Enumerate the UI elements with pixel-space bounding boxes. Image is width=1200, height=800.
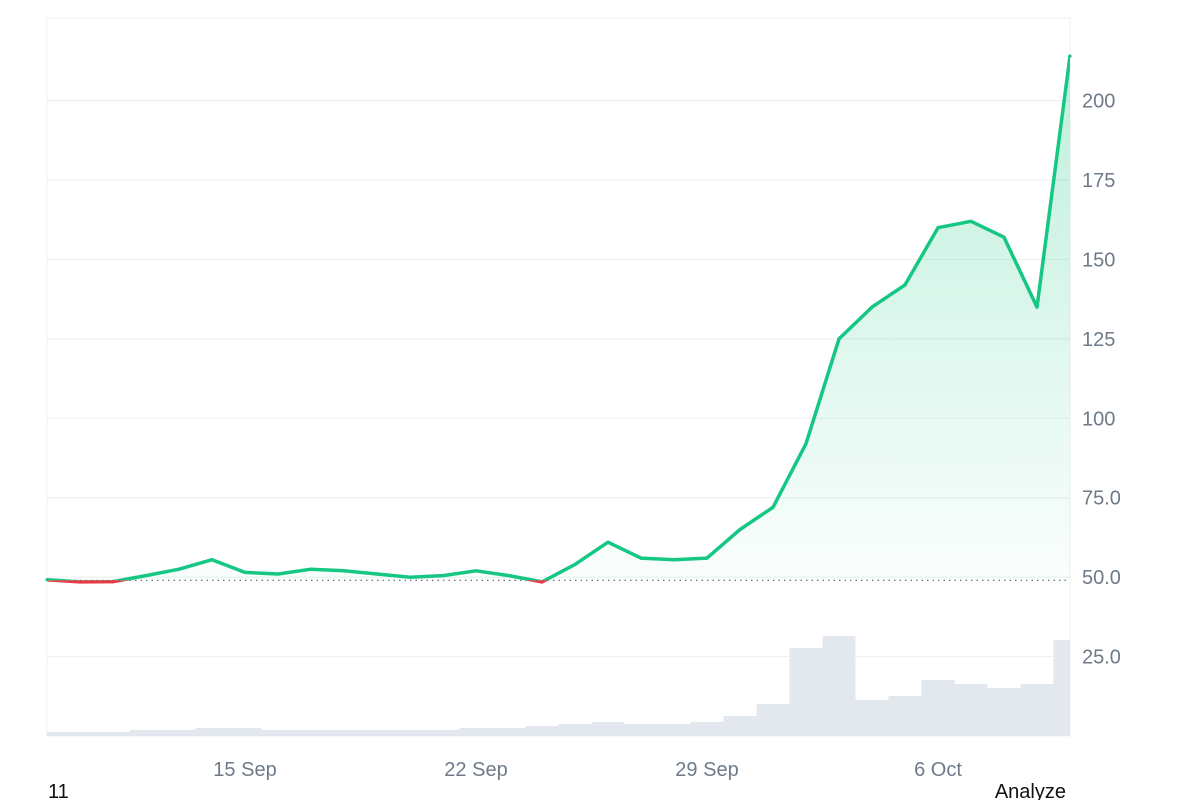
price-point	[540, 580, 544, 584]
y-tick-label: 175	[1082, 170, 1115, 192]
price-point	[309, 567, 313, 571]
volume-bar	[96, 732, 130, 736]
price-point	[111, 579, 115, 584]
volume-bar	[690, 722, 724, 736]
price-point	[210, 558, 214, 562]
y-axis: 25.0 50.0 75.0 100 125 150 175 200	[1082, 91, 1121, 669]
price-point	[903, 283, 907, 287]
x-tick-label: 6 Oct	[914, 759, 962, 781]
y-tick-label: 200	[1082, 91, 1115, 113]
price-point	[243, 570, 247, 574]
volume-bar	[525, 726, 559, 736]
price-point	[1068, 54, 1072, 58]
volume-bar	[558, 724, 592, 736]
volume-bar	[789, 648, 823, 736]
price-point	[507, 573, 511, 578]
volume-bar	[1053, 640, 1070, 736]
price-point	[342, 569, 346, 573]
volume-bar	[723, 716, 757, 736]
price-point	[441, 573, 445, 578]
volume-bar	[47, 732, 64, 736]
volume-bar	[63, 732, 97, 736]
price-point	[1035, 305, 1039, 309]
price-point	[375, 572, 379, 576]
x-tick-label: 22 Sep	[444, 759, 507, 781]
volume-bars	[47, 636, 1070, 736]
volume-bar	[1020, 684, 1054, 736]
volume-bar	[426, 730, 460, 736]
price-point	[969, 219, 973, 223]
volume-bar	[360, 730, 394, 736]
volume-bar	[261, 730, 295, 736]
volume-bar	[921, 680, 955, 736]
price-point	[78, 580, 82, 584]
y-tick-label: 50.0	[1082, 567, 1121, 589]
price-point	[606, 540, 610, 544]
volume-bar	[624, 724, 658, 736]
volume-bar	[657, 724, 691, 736]
volume-bar	[459, 728, 493, 736]
volume-bar	[987, 688, 1021, 736]
y-tick-label: 25.0	[1082, 647, 1121, 669]
price-area-fill	[47, 56, 1070, 581]
volume-bar	[129, 730, 163, 736]
price-point	[573, 562, 577, 567]
price-point	[408, 575, 412, 579]
y-tick-label: 100	[1082, 408, 1115, 430]
volume-bar	[855, 700, 889, 736]
volume-bar	[954, 684, 988, 736]
volume-bar	[591, 722, 625, 736]
volume-bar	[162, 730, 196, 736]
volume-bar	[327, 730, 361, 736]
analyze-link[interactable]: Analyze	[994, 781, 1066, 800]
x-tick-label: 29 Sep	[675, 759, 738, 781]
price-point	[144, 573, 148, 578]
volume-bar	[492, 728, 526, 736]
price-point	[936, 226, 940, 230]
price-point	[771, 505, 775, 509]
volume-bar	[228, 728, 262, 736]
price-point	[474, 569, 478, 573]
price-point	[705, 556, 709, 560]
footer-left-label: 11	[48, 781, 69, 800]
volume-bar	[294, 730, 328, 736]
volume-bar	[393, 730, 427, 736]
x-axis: 15 Sep 22 Sep 29 Sep 6 Oct	[213, 759, 962, 781]
price-point	[672, 558, 676, 562]
price-point	[639, 556, 643, 560]
price-point	[177, 567, 181, 571]
price-point	[1002, 235, 1006, 239]
price-area	[47, 56, 1070, 581]
y-tick-label: 125	[1082, 329, 1115, 351]
price-point	[804, 442, 808, 446]
x-tick-label: 15 Sep	[213, 759, 276, 781]
volume-bar	[195, 728, 229, 736]
price-point	[870, 305, 874, 309]
price-point	[738, 527, 742, 532]
price-point	[837, 337, 841, 341]
y-tick-label: 75.0	[1082, 488, 1121, 510]
y-tick-label: 150	[1082, 249, 1115, 271]
volume-bar	[888, 696, 922, 736]
price-point	[45, 578, 49, 582]
price-line	[45, 54, 1072, 584]
volume-bar	[756, 704, 790, 736]
price-line-up	[47, 54, 1070, 581]
volume-bar	[822, 636, 856, 736]
price-point	[276, 572, 280, 576]
